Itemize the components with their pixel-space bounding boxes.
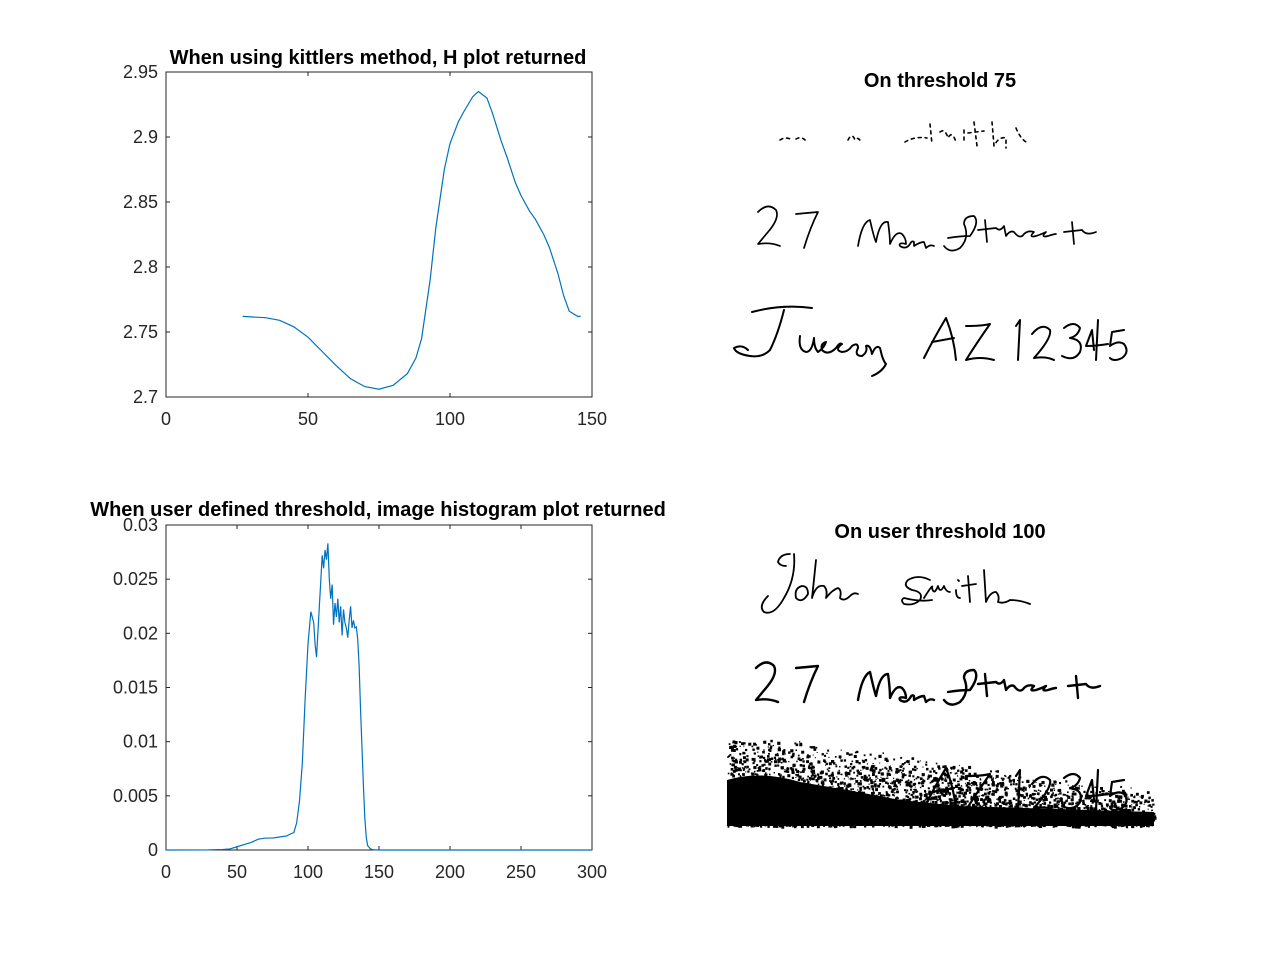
threshold-75-line-3 (733, 305, 1128, 377)
kittler-h-plot: When using kittlers method, H plot retur… (123, 47, 607, 429)
kittler-ytick-label: 2.75 (123, 322, 158, 342)
kittler-ytick-label: 2.95 (123, 62, 158, 82)
kittler-ytick-label: 2.7 (133, 387, 158, 407)
histogram-ytick-label: 0.005 (113, 786, 158, 806)
histogram-xtick-label: 300 (577, 862, 607, 882)
kittler-xtick-label: 0 (161, 409, 171, 429)
histogram-xtick-label: 150 (364, 862, 394, 882)
threshold-100-title: On user threshold 100 (834, 521, 1045, 543)
kittler-ytick-label: 2.8 (133, 257, 158, 277)
histogram-line (165, 543, 592, 851)
threshold-100-line-3 (922, 766, 1128, 812)
histogram-ytick-label: 0.03 (123, 515, 158, 535)
kittler-plot-title: When using kittlers method, H plot retur… (170, 47, 587, 69)
histogram-plot-axes (165, 524, 593, 851)
kittler-plot-tick-labels: 0 50 100 150 2.7 2.75 2.8 2.85 2.9 2.95 (123, 62, 607, 429)
threshold-75-line-1 (779, 121, 1027, 149)
kittler-plot-ticks (165, 71, 593, 398)
histogram-xtick-label: 200 (435, 862, 465, 882)
kittler-xtick-label: 150 (577, 409, 607, 429)
threshold-75-title: On threshold 75 (864, 70, 1016, 92)
threshold-100-image: On user threshold 100 (727, 521, 1157, 829)
threshold-100-noise-region (727, 739, 1157, 829)
histogram-xtick-label: 100 (293, 862, 323, 882)
threshold-75-line-2 (757, 205, 1097, 252)
kittler-h-line (242, 90, 581, 390)
histogram-plot-tick-labels: 0 50 100 150 200 250 300 0 0.005 0.01 0.015 0.02 0.0… (113, 515, 607, 882)
histogram-ytick-label: 0 (148, 840, 158, 860)
histogram-xtick-label: 0 (161, 862, 171, 882)
histogram-plot: When user defined threshold, image histo… (90, 499, 666, 882)
kittler-xtick-label: 100 (435, 409, 465, 429)
kittler-ytick-label: 2.9 (133, 127, 158, 147)
threshold-100-line-2 (754, 661, 1102, 706)
kittler-plot-axes (165, 71, 593, 398)
histogram-ytick-label: 0.02 (123, 623, 158, 643)
histogram-ytick-label: 0.025 (113, 569, 158, 589)
histogram-ytick-label: 0.01 (123, 732, 158, 752)
threshold-75-image: On threshold 75 (733, 70, 1128, 377)
histogram-plot-title: When user defined threshold, image histo… (90, 499, 666, 521)
kittler-ytick-label: 2.85 (123, 192, 158, 212)
threshold-100-line-1 (760, 553, 1031, 614)
histogram-ytick-label: 0.015 (113, 678, 158, 698)
kittler-xtick-label: 50 (298, 409, 318, 429)
histogram-xtick-label: 250 (506, 862, 536, 882)
histogram-xtick-label: 50 (227, 862, 247, 882)
